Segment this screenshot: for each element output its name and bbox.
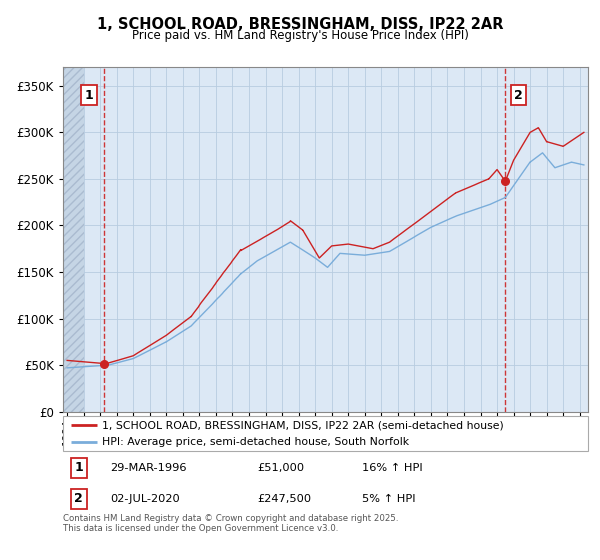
Text: HPI: Average price, semi-detached house, South Norfolk: HPI: Average price, semi-detached house,… xyxy=(103,437,409,447)
Text: 2: 2 xyxy=(74,492,83,505)
Text: 29-MAR-1996: 29-MAR-1996 xyxy=(110,463,187,473)
Text: £247,500: £247,500 xyxy=(257,493,311,503)
Text: 1, SCHOOL ROAD, BRESSINGHAM, DISS, IP22 2AR (semi-detached house): 1, SCHOOL ROAD, BRESSINGHAM, DISS, IP22 … xyxy=(103,421,504,431)
Text: £51,000: £51,000 xyxy=(257,463,304,473)
Text: 2: 2 xyxy=(514,88,523,101)
Text: 02-JUL-2020: 02-JUL-2020 xyxy=(110,493,180,503)
Text: 5% ↑ HPI: 5% ↑ HPI xyxy=(362,493,416,503)
Text: Price paid vs. HM Land Registry's House Price Index (HPI): Price paid vs. HM Land Registry's House … xyxy=(131,29,469,42)
Bar xyxy=(63,67,83,412)
Text: 1, SCHOOL ROAD, BRESSINGHAM, DISS, IP22 2AR: 1, SCHOOL ROAD, BRESSINGHAM, DISS, IP22 … xyxy=(97,17,503,32)
Text: 1: 1 xyxy=(74,461,83,474)
Text: Contains HM Land Registry data © Crown copyright and database right 2025.
This d: Contains HM Land Registry data © Crown c… xyxy=(63,514,398,534)
FancyBboxPatch shape xyxy=(63,416,588,451)
Text: 16% ↑ HPI: 16% ↑ HPI xyxy=(362,463,423,473)
Text: 1: 1 xyxy=(84,88,93,101)
